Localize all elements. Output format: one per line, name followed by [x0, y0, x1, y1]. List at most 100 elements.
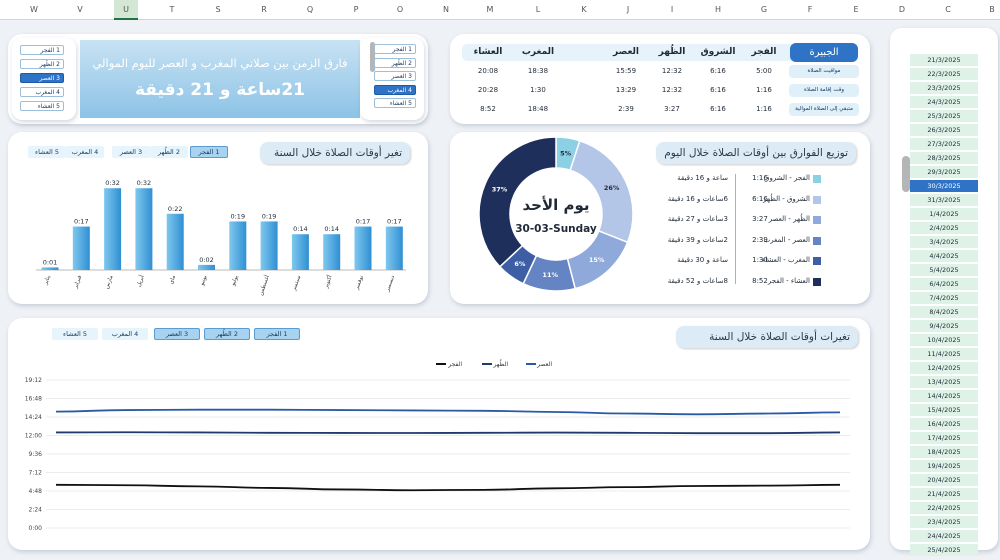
column-header[interactable]: N	[443, 5, 449, 14]
column-header[interactable]: U	[114, 0, 138, 20]
date-item[interactable]: 20/4/2025	[910, 474, 978, 486]
diff-selector-scrollbar[interactable]	[370, 42, 375, 72]
bar[interactable]	[354, 226, 372, 270]
date-item[interactable]: 26/3/2025	[910, 124, 978, 136]
column-header[interactable]: O	[396, 5, 404, 14]
line-prayer-filter[interactable]: 2 الظُهر	[204, 328, 250, 340]
bar[interactable]	[166, 213, 184, 270]
column-header[interactable]: I	[670, 5, 674, 14]
from-prayer-option[interactable]: 4 المغرب	[20, 87, 64, 97]
to-prayer-option[interactable]: 4 المغرب	[374, 84, 416, 95]
date-item[interactable]: 29/3/2025	[910, 166, 978, 178]
date-item[interactable]: 30/3/2025	[910, 180, 978, 192]
date-item[interactable]: 9/4/2025	[910, 320, 978, 332]
bar-prayer-filter[interactable]: 2 الظُهر	[150, 146, 188, 158]
date-item[interactable]: 25/4/2025	[910, 544, 978, 556]
column-header[interactable]: B	[989, 5, 995, 14]
bar-prayer-filter[interactable]: 1 الفجر	[190, 146, 228, 158]
date-item[interactable]: 4/4/2025	[910, 250, 978, 262]
date-item[interactable]: 12/4/2025	[910, 362, 978, 374]
bar[interactable]	[385, 226, 403, 270]
date-item[interactable]: 27/3/2025	[910, 138, 978, 150]
date-item[interactable]: 22/4/2025	[910, 502, 978, 514]
column-header[interactable]: F	[807, 5, 813, 14]
column-header[interactable]: M	[486, 5, 494, 14]
bar[interactable]	[260, 221, 278, 270]
series-line[interactable]	[55, 408, 841, 416]
bar[interactable]	[135, 188, 153, 270]
date-item[interactable]: 21/3/2025	[910, 54, 978, 66]
bar[interactable]	[291, 234, 309, 270]
donut-slice[interactable]	[478, 136, 557, 268]
date-item[interactable]: 24/4/2025	[910, 530, 978, 542]
column-header[interactable]: D	[898, 5, 906, 14]
date-item[interactable]: 15/4/2025	[910, 404, 978, 416]
date-item[interactable]: 5/4/2025	[910, 264, 978, 276]
date-item[interactable]: 21/4/2025	[910, 488, 978, 500]
date-item[interactable]: 16/4/2025	[910, 418, 978, 430]
date-item[interactable]: 31/3/2025	[910, 194, 978, 206]
bar-prayer-filter[interactable]: 5 العشاء	[28, 146, 66, 158]
column-header[interactable]: S	[215, 5, 221, 14]
date-item[interactable]: 13/4/2025	[910, 376, 978, 388]
to-prayer-option[interactable]: 1 الفجر	[374, 44, 416, 54]
to-prayer-option[interactable]: 2 الظُهر	[374, 57, 416, 68]
to-prayer-option[interactable]: 5 العشاء	[374, 98, 416, 108]
date-item[interactable]: 8/4/2025	[910, 306, 978, 318]
date-item[interactable]: 10/4/2025	[910, 334, 978, 346]
series-line[interactable]	[55, 483, 841, 492]
bar[interactable]	[229, 221, 247, 270]
city-label[interactable]: الجبيرة	[790, 43, 858, 62]
from-prayer-option[interactable]: 2 الظُهر	[20, 59, 64, 69]
to-prayer-option[interactable]: 3 العصر	[374, 71, 416, 81]
from-prayer-option[interactable]: 1 الفجر	[20, 45, 64, 55]
date-list-scrollbar[interactable]	[902, 156, 910, 192]
date-item[interactable]: 11/4/2025	[910, 348, 978, 360]
date-item[interactable]: 6/4/2025	[910, 278, 978, 290]
column-header[interactable]: T	[169, 5, 175, 14]
series-line[interactable]	[55, 431, 841, 435]
date-item[interactable]: 7/4/2025	[910, 292, 978, 304]
column-header[interactable]: J	[626, 5, 630, 14]
date-item[interactable]: 28/3/2025	[910, 152, 978, 164]
column-header[interactable]: V	[77, 5, 83, 14]
line-prayer-filter[interactable]: 5 العشاء	[52, 328, 98, 340]
bar-prayer-filter[interactable]: 4 المغرب	[66, 146, 104, 158]
from-prayer-option[interactable]: 5 العشاء	[20, 101, 64, 111]
column-header[interactable]: H	[714, 5, 721, 14]
date-item[interactable]: 19/4/2025	[910, 460, 978, 472]
date-item[interactable]: 24/3/2025	[910, 96, 978, 108]
bar-prayer-filter[interactable]: 3 العصر	[112, 146, 150, 158]
column-header[interactable]: R	[261, 5, 267, 14]
column-header[interactable]: G	[760, 5, 768, 14]
column-header[interactable]: C	[945, 5, 951, 14]
date-item[interactable]: 25/3/2025	[910, 110, 978, 122]
date-item[interactable]: 22/3/2025	[910, 68, 978, 80]
column-header[interactable]: K	[581, 5, 587, 14]
bar[interactable]	[198, 264, 215, 270]
date-item[interactable]: 23/4/2025	[910, 516, 978, 528]
from-prayer-option[interactable]: 3 العصر	[20, 73, 64, 83]
date-item[interactable]: 17/4/2025	[910, 432, 978, 444]
bar[interactable]	[104, 188, 122, 270]
date-item[interactable]: 14/4/2025	[910, 390, 978, 402]
date-item[interactable]: 18/4/2025	[910, 446, 978, 458]
line-prayer-filter[interactable]: 3 العصر	[154, 328, 200, 340]
column-header[interactable]: Q	[306, 5, 314, 14]
line-prayer-filter[interactable]: 4 المغرب	[102, 328, 148, 340]
column-header[interactable]: P	[353, 5, 359, 14]
date-item[interactable]: 1/4/2025	[910, 208, 978, 220]
bar[interactable]	[323, 234, 341, 270]
column-header[interactable]: W	[30, 5, 38, 14]
y-tick-label: 2:24	[29, 507, 43, 514]
date-item[interactable]: 3/4/2025	[910, 236, 978, 248]
column-header[interactable]: E	[853, 5, 859, 14]
column-header[interactable]: L	[535, 5, 541, 14]
bar[interactable]	[41, 267, 59, 270]
date-item[interactable]: 23/3/2025	[910, 82, 978, 94]
line-prayer-filter[interactable]: 1 الفجر	[254, 328, 300, 340]
date-item[interactable]: 2/4/2025	[910, 222, 978, 234]
prayer-header: الشروق	[700, 47, 736, 57]
bar[interactable]	[72, 226, 90, 270]
distribution-donut-chart: 5% 26% 15% 11% 6% 37%	[478, 136, 634, 292]
